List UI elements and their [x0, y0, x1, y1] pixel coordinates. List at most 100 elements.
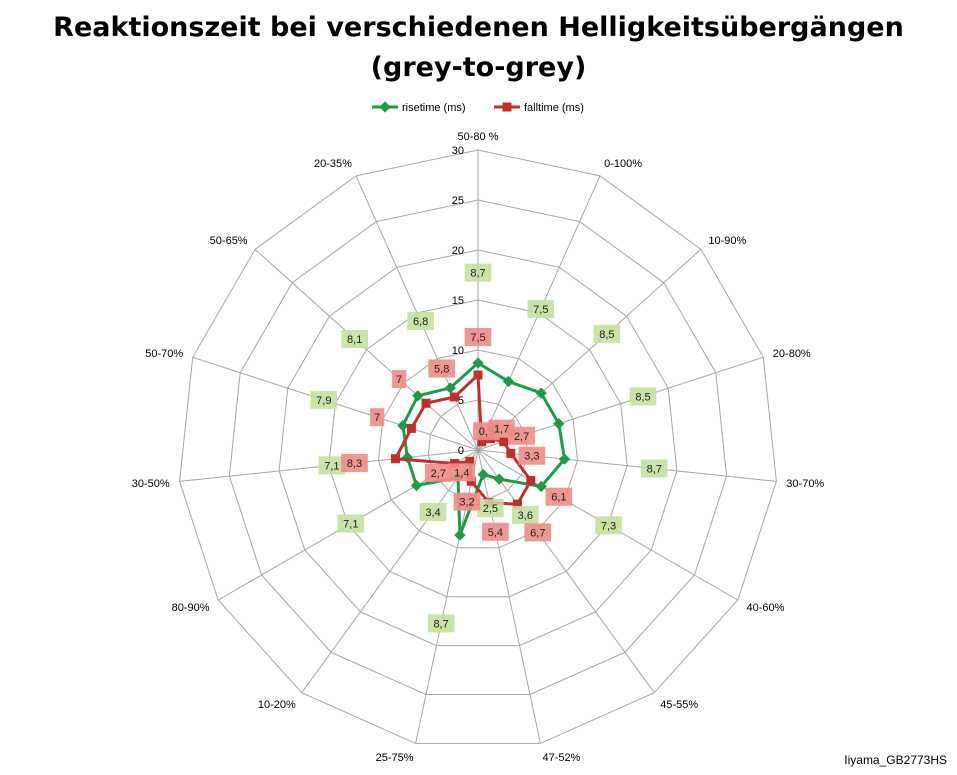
data-label-text: 6,8 — [413, 316, 428, 328]
data-label-bg — [482, 522, 509, 541]
tick-label: 30 — [452, 145, 464, 157]
falltime-data-label: 3,3 — [518, 446, 546, 465]
category-label: 50-65% — [210, 235, 248, 247]
legend-item-falltime: falltime (ms) — [494, 102, 584, 114]
risetime-marker — [397, 419, 409, 432]
data-label-bg — [419, 503, 447, 521]
risetime-data-label: 8,7 — [641, 459, 668, 478]
tick-label: 15 — [452, 295, 464, 307]
falltime-data-label: 6,1 — [545, 487, 573, 506]
risetime-marker — [472, 357, 484, 369]
data-label-text: 8,7 — [647, 464, 662, 476]
falltime-marker — [449, 392, 459, 402]
data-label-text: 7 — [374, 412, 380, 424]
legend: risetime (ms) falltime (ms) — [372, 101, 584, 114]
falltime-marker — [421, 398, 431, 408]
data-label-text: 7,5 — [533, 304, 548, 316]
falltime-data-label: 6,7 — [524, 523, 552, 542]
data-label-bg — [508, 426, 535, 445]
risetime-data-label: 8,7 — [427, 614, 455, 633]
category-label: 20-35% — [314, 158, 352, 170]
data-label-text: 8,1 — [347, 334, 362, 346]
category-label: 80-90% — [172, 602, 210, 614]
data-label-bg — [337, 514, 365, 533]
risetime-marker — [410, 479, 423, 492]
grid-ring — [328, 299, 628, 598]
data-label-text: 5,4 — [488, 527, 503, 539]
data-label-text: 8,7 — [470, 268, 485, 280]
category-label: 25-75% — [376, 752, 414, 764]
data-label-bg — [427, 614, 455, 633]
grid-ring — [179, 149, 777, 744]
grid-ring — [228, 199, 728, 695]
falltime-data-label: 8,3 — [341, 454, 368, 472]
data-label-bg — [512, 506, 539, 524]
falltime-marker — [512, 499, 522, 509]
data-label-text: 5,8 — [434, 364, 449, 376]
falltime-marker — [391, 454, 400, 464]
category-label: 0-100% — [604, 158, 642, 170]
data-label-bg — [641, 459, 668, 478]
tick-label: 10 — [452, 345, 464, 357]
risetime-marker — [454, 529, 466, 541]
legend-label: risetime (ms) — [402, 102, 466, 114]
chart-title-line2: (grey-to-grey) — [370, 52, 587, 83]
risetime-data-label: 6,8 — [407, 312, 434, 330]
falltime-data-label: 3,2 — [453, 492, 481, 511]
category-label: 40-60% — [747, 602, 785, 614]
category-label: 50-70% — [145, 348, 183, 360]
risetime-data-label: 8,7 — [464, 263, 492, 282]
risetime-marker — [444, 382, 456, 394]
data-label-text: 2,7 — [514, 431, 529, 443]
radial-tick-labels: 0 5 10 15 20 25 30 — [452, 145, 464, 457]
data-label-text: 2,5 — [483, 503, 498, 515]
category-label: 10-90% — [708, 235, 746, 247]
risetime-marker — [493, 473, 505, 485]
falltime-data-label: 5,4 — [482, 522, 509, 541]
data-label-text: 3,4 — [425, 507, 440, 519]
data-label-bg — [595, 516, 622, 535]
risetime-marker — [553, 418, 565, 430]
data-labels: 8,7 7,5 8,5 8,5 8,7 7,3 3,6 2,5 8,7 3,4 7,1 7,1 7,9 8… — [310, 263, 668, 633]
data-label-bg — [629, 387, 657, 406]
data-label-bg — [524, 523, 552, 542]
data-label-text: 8,5 — [599, 329, 614, 341]
grid-spoke — [477, 248, 702, 451]
risetime-marker — [502, 375, 515, 388]
legend-label: falltime (ms) — [524, 102, 584, 114]
category-label: 10-20% — [258, 699, 296, 711]
data-label-text: 2,7 — [431, 468, 446, 480]
data-label-text: 8,3 — [347, 458, 362, 470]
data-label-bg — [318, 456, 346, 475]
tick-label: 25 — [452, 195, 464, 207]
risetime-marker — [412, 390, 424, 402]
risetime-data-label: 3,6 — [512, 506, 539, 524]
data-label-bg — [341, 330, 368, 348]
watermark-label: Iiyama_GB2773HS — [844, 753, 947, 767]
falltime-marker — [499, 437, 509, 447]
data-label-bg — [527, 299, 555, 318]
risetime-marker — [535, 480, 547, 493]
category-label: 30-70% — [786, 478, 824, 490]
falltime-marker — [526, 476, 536, 485]
tick-label: 5 — [458, 395, 464, 407]
data-label-text: 8,5 — [635, 391, 650, 403]
data-label-bg — [464, 263, 492, 282]
category-label: 47-52% — [543, 752, 581, 764]
data-label-text: 1,7 — [494, 424, 509, 436]
data-label-bg — [392, 370, 407, 389]
falltime-data-label: 2,7 — [508, 426, 535, 445]
data-label-text: 1,4 — [454, 467, 469, 479]
risetime-data-label: 7,1 — [337, 514, 365, 533]
data-label-bg — [428, 359, 455, 378]
data-label-text: 6,1 — [551, 492, 566, 504]
chart-title-line1: Reaktionszeit bei verschiedenen Helligke… — [53, 12, 904, 43]
data-label-bg — [425, 463, 452, 482]
data-label-text: 7,3 — [601, 520, 616, 532]
tick-label: 0 — [458, 445, 464, 457]
legend-marker — [502, 102, 512, 112]
data-label-bg — [407, 312, 434, 330]
category-labels: 50-80 % 0-100% 10-90% 20-80% 30-70% 40-60% 45-… — [132, 131, 825, 764]
falltime-marker — [506, 448, 516, 458]
